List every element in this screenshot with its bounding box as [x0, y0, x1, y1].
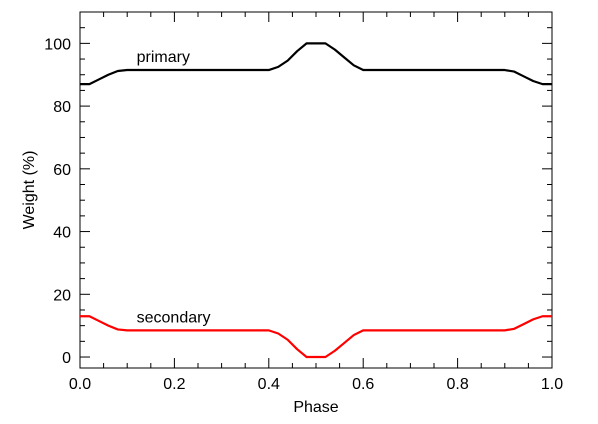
y-tick-label: 40	[53, 225, 71, 242]
x-tick-label: 1.0	[541, 376, 563, 393]
tick-labels: 0.0 0.2 0.4 0.6 0.8 1.0 0 20 40 60 80 100	[44, 36, 563, 393]
series-label-secondary: secondary	[137, 309, 211, 326]
y-tick-label: 60	[53, 162, 71, 179]
x-axis-label: Phase	[293, 399, 338, 416]
series-label-primary: primary	[137, 49, 190, 66]
y-axis-label: Weight (%)	[21, 151, 38, 230]
x-tick-label: 0.0	[69, 376, 91, 393]
x-tick-label: 0.2	[163, 376, 185, 393]
series-line-secondary	[80, 315, 552, 359]
y-tick-label: 80	[53, 99, 71, 116]
x-tick-label: 0.8	[446, 376, 468, 393]
series-lines	[80, 42, 552, 359]
series-line-primary	[80, 42, 552, 86]
y-tick-label: 0	[62, 350, 71, 367]
y-tick-label: 20	[53, 287, 71, 304]
y-tick-label: 100	[44, 36, 71, 53]
x-tick-label: 0.4	[258, 376, 280, 393]
series-labels: primary secondary	[137, 49, 211, 326]
x-tick-label: 0.6	[352, 376, 374, 393]
axis-ticks	[79, 11, 553, 368]
